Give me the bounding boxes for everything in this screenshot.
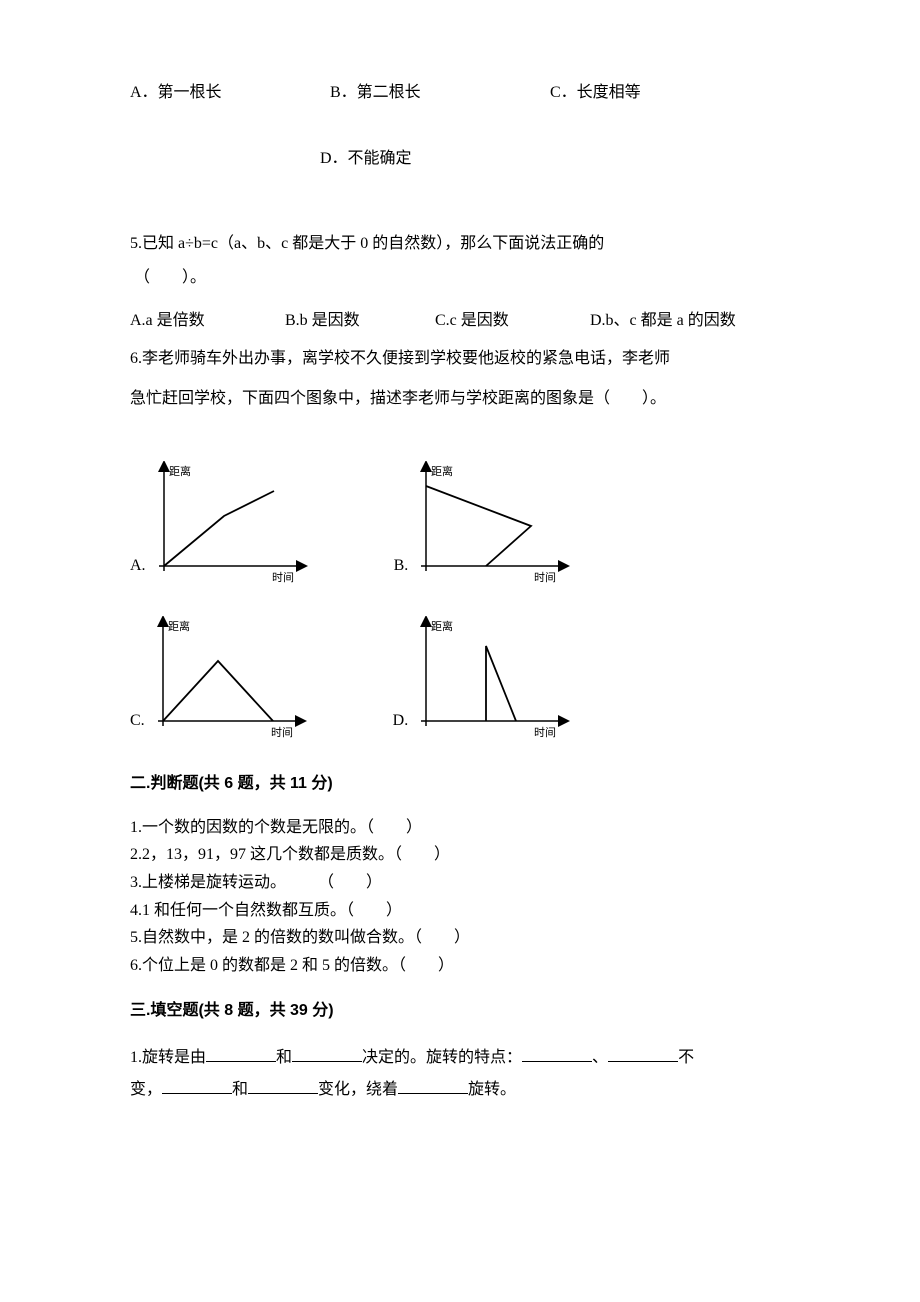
- blank-3: [522, 1046, 592, 1062]
- chart-a-svg: 距离 时间: [154, 461, 314, 586]
- chart-c-svg: 距离 时间: [153, 616, 313, 741]
- graph-c: C. 距离 时间: [130, 616, 313, 741]
- blank-7: [398, 1078, 468, 1094]
- graph-b: B. 距离 时间: [394, 461, 577, 586]
- f1-p6: 变，: [130, 1081, 162, 1098]
- section-2-head: 二.判断题(共 6 题，共 11 分): [130, 771, 810, 797]
- blank-5: [162, 1078, 232, 1094]
- graph-d-label: D.: [393, 708, 409, 734]
- graph-row-2: C. 距离 时间 D. 距离 时间: [130, 616, 810, 741]
- judge-3: 3.上楼梯是旋转运动。 （ ）: [130, 870, 810, 896]
- graph-row-1: A. 距离 时间 B. 距离 时间: [130, 461, 810, 586]
- judge-6: 6.个位上是 0 的数都是 2 和 5 的倍数。（ ）: [130, 953, 810, 979]
- blank-6: [248, 1078, 318, 1094]
- svg-text:距离: 距离: [431, 619, 453, 633]
- chart-d-svg: 距离 时间: [416, 616, 576, 741]
- q4-options-row: A．第一根长 B．第二根长 C．长度相等: [130, 80, 810, 106]
- q5-paren: （ ）。: [130, 265, 810, 291]
- q5-opt-b: B.b 是因数: [285, 308, 435, 334]
- q5-opt-d: D.b、c 都是 a 的因数: [590, 308, 810, 334]
- chart-b-svg: 距离 时间: [416, 461, 576, 586]
- q4-opt-c: C．长度相等: [550, 80, 810, 106]
- q4-opt-d: D．不能确定: [130, 146, 810, 172]
- fill-q1-line2: 变， 和 变化，绕着 旋转。: [130, 1074, 810, 1106]
- graph-b-label: B.: [394, 553, 409, 579]
- fill-q1: 1.旋转是由 和 决定的。旋转的特点： 、 不: [130, 1042, 810, 1074]
- q5-options: A.a 是倍数 B.b 是因数 C.c 是因数 D.b、c 都是 a 的因数: [130, 308, 810, 334]
- f1-p8: 变化，绕着: [318, 1081, 398, 1098]
- q5-opt-a: A.a 是倍数: [130, 308, 285, 334]
- svg-text:距离: 距离: [168, 619, 190, 633]
- f1-p4: 、: [592, 1049, 608, 1066]
- judge-4: 4.1 和任何一个自然数都互质。（ ）: [130, 898, 810, 924]
- blank-2: [292, 1046, 362, 1062]
- q4-opt-a: A．第一根长: [130, 80, 330, 106]
- q5-text: 5.已知 a÷b=c（a、b、c 都是大于 0 的自然数），那么下面说法正确的: [130, 231, 810, 257]
- graph-a-label: A.: [130, 553, 146, 579]
- graph-c-label: C.: [130, 708, 145, 734]
- graph-d: D. 距离 时间: [393, 616, 577, 741]
- judge-5: 5.自然数中，是 2 的倍数的数叫做合数。（ ）: [130, 925, 810, 951]
- q6-line1: 6.李老师骑车外出办事，离学校不久便接到学校要他返校的紧急电话，李老师: [130, 346, 810, 372]
- svg-text:距离: 距离: [431, 464, 453, 478]
- blank-4: [608, 1046, 678, 1062]
- f1-p5: 不: [678, 1049, 694, 1066]
- q6-line2: 急忙赶回学校，下面四个图象中，描述李老师与学校距离的图象是（ ）。: [130, 386, 810, 412]
- svg-text:时间: 时间: [272, 571, 294, 584]
- judge-2: 2.2，13，91，97 这几个数都是质数。（ ）: [130, 842, 810, 868]
- f1-p9: 旋转。: [468, 1081, 516, 1098]
- blank-1: [206, 1046, 276, 1062]
- svg-text:时间: 时间: [271, 726, 293, 739]
- f1-p2: 和: [276, 1049, 292, 1066]
- judge-1: 1.一个数的因数的个数是无限的。（ ）: [130, 815, 810, 841]
- q4-opt-b: B．第二根长: [330, 80, 550, 106]
- f1-p7: 和: [232, 1081, 248, 1098]
- svg-text:时间: 时间: [534, 726, 556, 739]
- f1-p1: 1.旋转是由: [130, 1049, 206, 1066]
- section-3-head: 三.填空题(共 8 题，共 39 分): [130, 998, 810, 1024]
- svg-text:时间: 时间: [534, 571, 556, 584]
- f1-p3: 决定的。旋转的特点：: [362, 1049, 522, 1066]
- svg-text:距离: 距离: [169, 464, 191, 478]
- q5-opt-c: C.c 是因数: [435, 308, 590, 334]
- graph-a: A. 距离 时间: [130, 461, 314, 586]
